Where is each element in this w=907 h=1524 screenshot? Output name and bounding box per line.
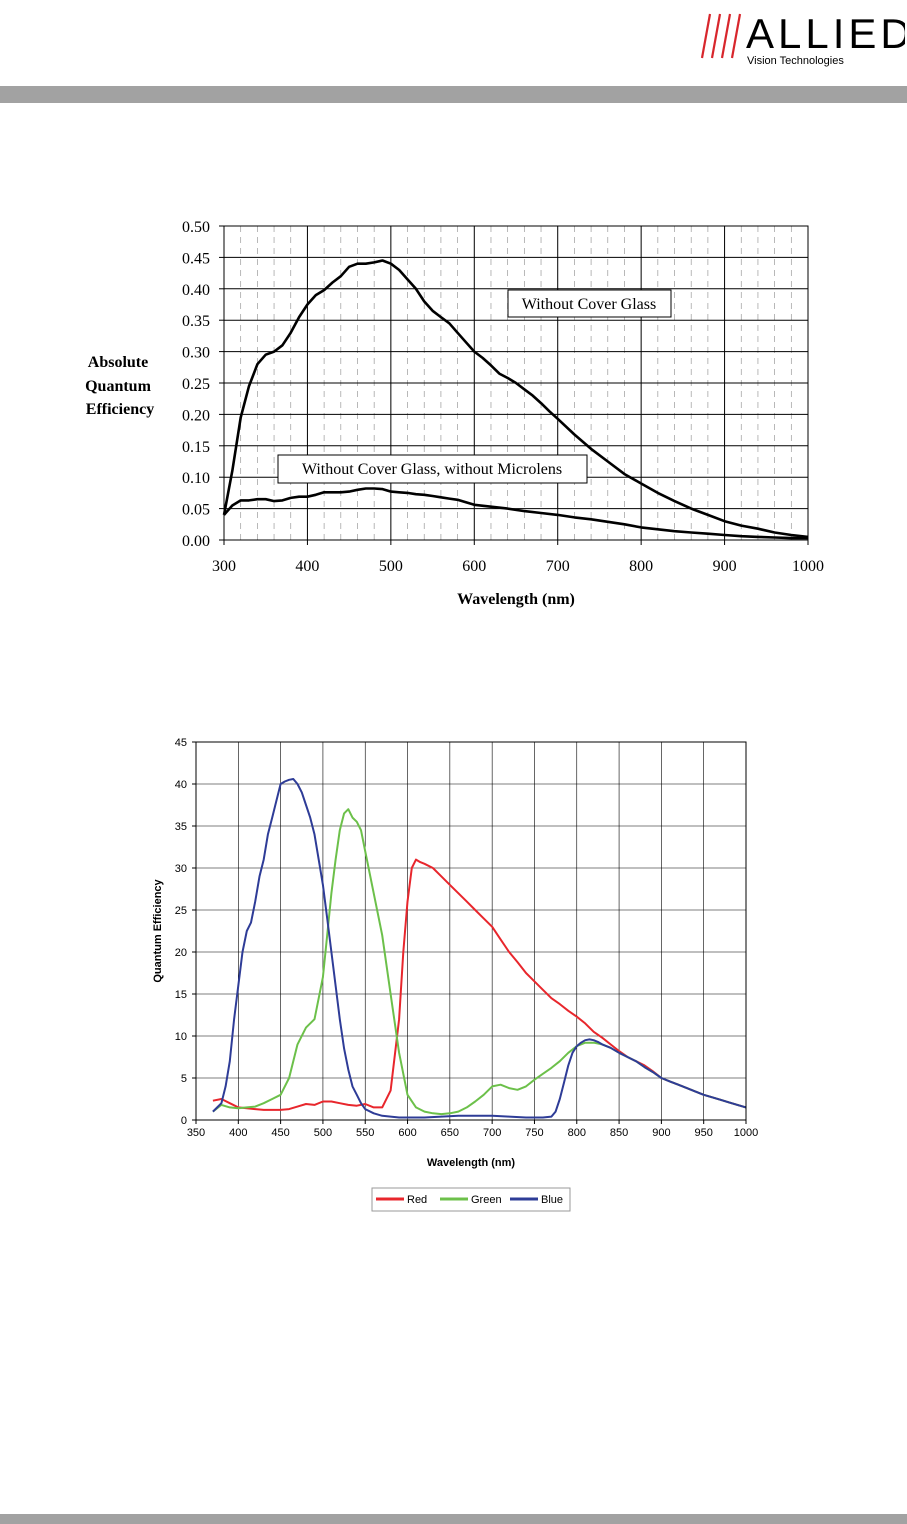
x-tick-label: 700 xyxy=(546,558,570,575)
footer-bar xyxy=(0,1514,907,1524)
y-tick-label: 20 xyxy=(175,947,187,959)
ylabel-line: Efficiency xyxy=(86,401,154,418)
chart2-legend: Red Green Blue xyxy=(371,1187,571,1212)
x-tick-label: 500 xyxy=(379,558,403,575)
y-tick-label: 0.45 xyxy=(182,250,210,267)
ylabel-line: Absolute xyxy=(88,354,148,371)
chart2-xlabel: Wavelength (nm) xyxy=(427,1157,516,1169)
logo-slashes-icon xyxy=(700,13,742,59)
series-line-1 xyxy=(222,259,809,539)
y-tick-label: 45 xyxy=(175,737,187,749)
x-tick-label: 950 xyxy=(695,1127,713,1139)
x-tick-label: 400 xyxy=(295,558,319,575)
x-tick-label: 450 xyxy=(271,1127,289,1139)
series-line-blue xyxy=(212,778,747,1119)
x-tick-label: 800 xyxy=(568,1127,586,1139)
x-tick-label: 650 xyxy=(441,1127,459,1139)
chart2-ylabel: Quantum Efficiency xyxy=(152,878,164,982)
x-tick-label: 900 xyxy=(652,1127,670,1139)
y-tick-label: 0.10 xyxy=(182,470,210,487)
allied-vision-logo: ALLIED Vision Technologies xyxy=(700,10,905,67)
series-line-2 xyxy=(223,487,808,540)
x-tick-label: 1000 xyxy=(792,558,824,575)
x-tick-label: 400 xyxy=(229,1127,247,1139)
chart1-ticks: 300 400 500 600 700 800 900 1000 0.00 0.05 0.10 0.1… xyxy=(182,219,824,575)
chart2-grid xyxy=(196,742,746,1120)
y-tick-label: 30 xyxy=(175,863,187,875)
annotation-box xyxy=(277,454,588,484)
y-tick-label: 5 xyxy=(181,1073,187,1085)
x-tick-label: 700 xyxy=(483,1127,501,1139)
y-tick-label: 0.05 xyxy=(182,502,210,519)
y-tick-label: 0.40 xyxy=(182,282,210,299)
x-tick-label: 600 xyxy=(398,1127,416,1139)
series-line-green xyxy=(212,808,747,1116)
y-tick-label: 0.15 xyxy=(182,439,210,456)
x-tick-label: 350 xyxy=(187,1127,205,1139)
annotation-box xyxy=(507,289,672,318)
y-tick-label: 25 xyxy=(175,905,187,917)
y-tick-label: 0.35 xyxy=(182,313,210,330)
chart1-grid xyxy=(224,226,808,540)
annotation-text: Without Cover Glass, without Microlens xyxy=(302,461,562,478)
logo-tagline: Vision Technologies xyxy=(747,55,844,67)
x-tick-label: 850 xyxy=(610,1127,628,1139)
chart1-series xyxy=(222,259,809,540)
y-tick-label: 15 xyxy=(175,989,187,1001)
y-tick-label: 0.50 xyxy=(182,219,210,236)
header-bar xyxy=(0,86,907,103)
y-tick-label: 0 xyxy=(181,1115,187,1127)
legend-label: Blue xyxy=(541,1194,563,1206)
color-qe-chart: 350 400 450 500 550 600 650 700 750 800 850 900 950 1… xyxy=(152,737,758,1212)
chart2-series xyxy=(212,778,747,1119)
y-tick-label: 40 xyxy=(175,779,187,791)
y-tick-label: 0.00 xyxy=(182,533,210,550)
legend-box xyxy=(371,1187,571,1212)
chart1-annotation-2: Without Cover Glass, without Microlens xyxy=(277,454,588,484)
chart2-plot-border xyxy=(195,741,747,1121)
x-tick-label: 500 xyxy=(314,1127,332,1139)
x-tick-label: 550 xyxy=(356,1127,374,1139)
ylabel-line: Quantum xyxy=(85,378,151,395)
y-tick-label: 0.30 xyxy=(182,345,210,362)
x-tick-label: 750 xyxy=(525,1127,543,1139)
legend-label: Green xyxy=(471,1194,502,1206)
x-tick-label: 300 xyxy=(212,558,236,575)
x-tick-label: 600 xyxy=(462,558,486,575)
absolute-qe-chart: 300 400 500 600 700 800 900 1000 0.00 0.05 0.10 0.1… xyxy=(85,219,824,608)
chart2-ticks: 350 400 450 500 550 600 650 700 750 800 850 900 950 1… xyxy=(175,737,758,1139)
logo-brand: ALLIED xyxy=(746,10,905,57)
legend-label: Red xyxy=(407,1194,427,1206)
y-tick-label: 0.20 xyxy=(182,407,210,424)
y-tick-label: 35 xyxy=(175,821,187,833)
y-tick-label: 10 xyxy=(175,1031,187,1043)
annotation-text: Without Cover Glass xyxy=(522,296,656,313)
chart1-xlabel: Wavelength (nm) xyxy=(457,591,575,608)
chart1-annotation-1: Without Cover Glass xyxy=(507,289,672,318)
x-tick-label: 1000 xyxy=(734,1127,758,1139)
y-tick-label: 0.25 xyxy=(182,376,210,393)
x-tick-label: 800 xyxy=(629,558,653,575)
series-line-red xyxy=(212,858,747,1111)
x-tick-label: 900 xyxy=(713,558,737,575)
chart1-ylabel: Absolute Quantum Efficiency xyxy=(85,354,155,418)
